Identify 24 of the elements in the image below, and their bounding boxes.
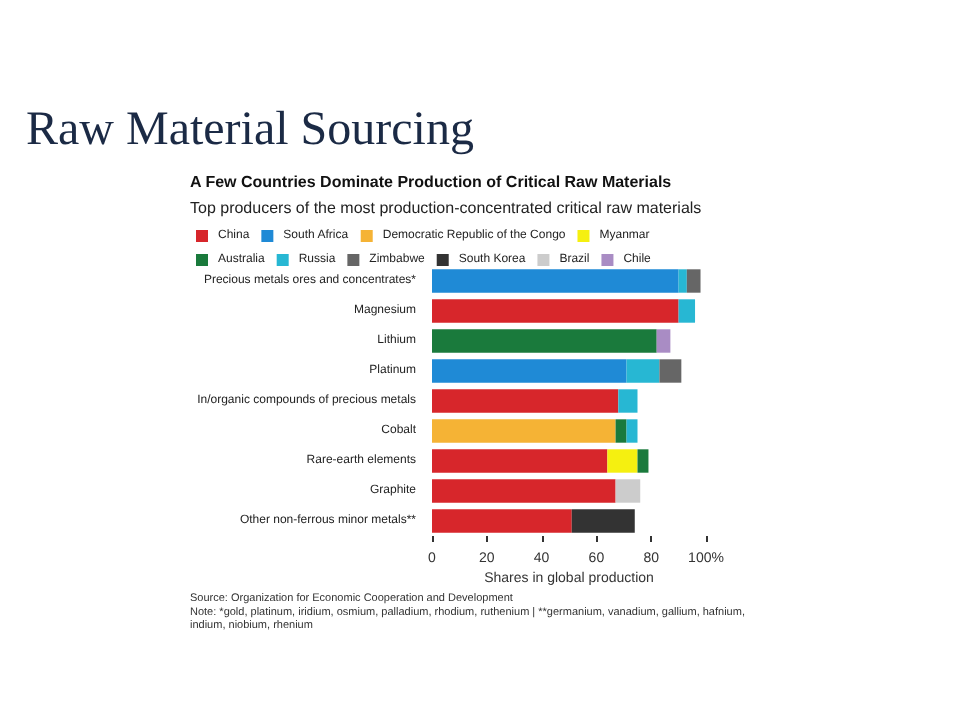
bar: [678, 269, 687, 293]
bar: [618, 389, 638, 413]
bar: [432, 269, 679, 293]
bar: [432, 509, 572, 533]
bar: [656, 329, 671, 353]
bar: [626, 359, 660, 383]
bar: [659, 359, 682, 383]
bar: [432, 329, 657, 353]
bar: [432, 389, 619, 413]
bar: [432, 479, 616, 503]
bar: [615, 419, 627, 443]
chart-title: Raw Material Sourcing: [26, 104, 474, 156]
bar: [615, 479, 641, 503]
bar: [637, 449, 649, 473]
bar: [607, 449, 638, 473]
bar: [678, 299, 696, 323]
bar: [686, 269, 701, 293]
bar: [432, 449, 608, 473]
bar: [626, 419, 638, 443]
bar: [432, 419, 616, 443]
bar: [432, 299, 679, 323]
bar: [432, 359, 627, 383]
chart-subtitle: A Few Countries Dominate Production of Critical Raw Materials: [190, 173, 673, 191]
text: Top producers of the most production-concentrated critical raw materials: [190, 199, 702, 217]
